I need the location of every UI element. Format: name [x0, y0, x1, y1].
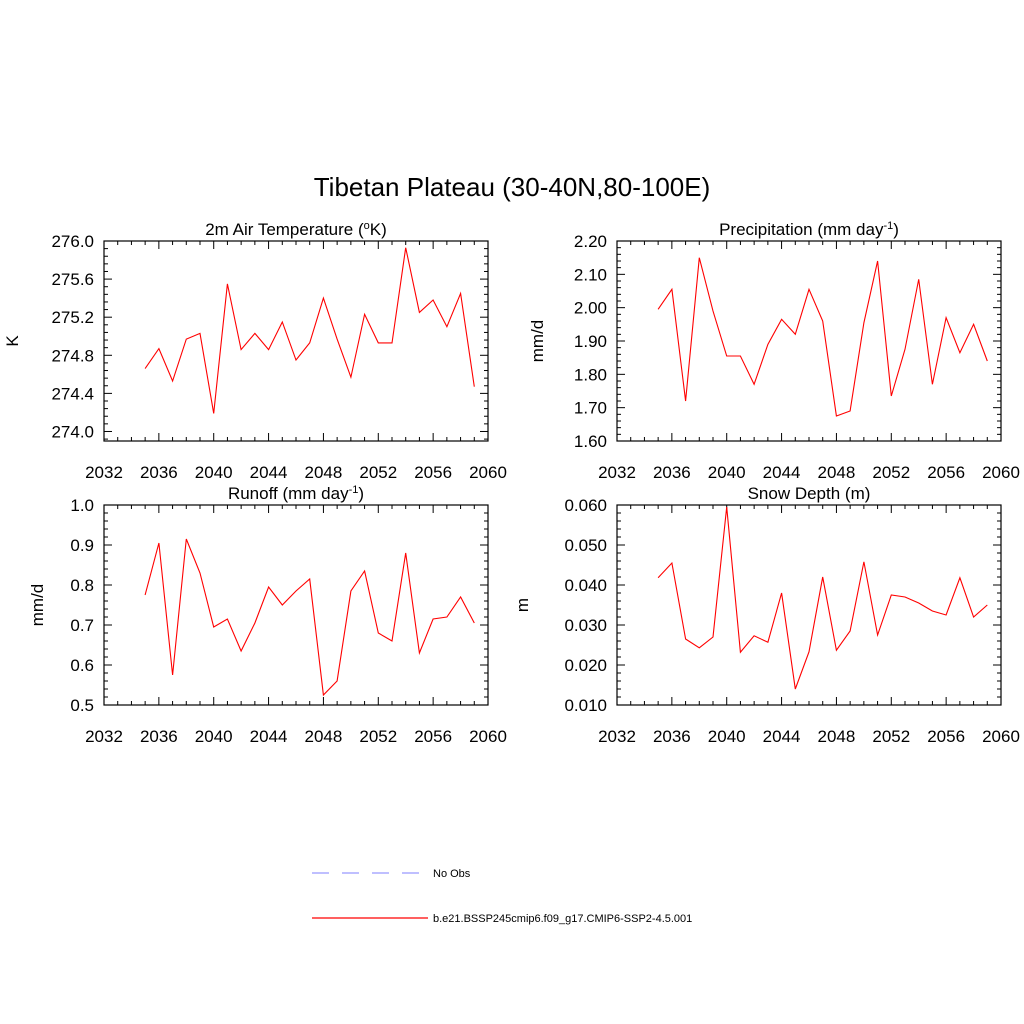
y-tick-label: 275.6: [51, 270, 94, 289]
y-tick-label: 274.0: [51, 422, 94, 441]
x-tick-label: 2060: [469, 727, 507, 746]
x-tick-label: 2056: [414, 727, 452, 746]
y-tick-label: 1.60: [574, 432, 607, 451]
series-line: [657, 257, 988, 417]
legend-label-1: No Obs: [433, 868, 471, 880]
chart-panel-4: 2032 2036 2040 2044 2048 2052 2056 2060 0.010 0.0…: [513, 484, 1020, 746]
y-tick-label: 1.70: [574, 399, 607, 418]
x-tick-label: 2048: [305, 727, 343, 746]
y-tick-label: 276.0: [51, 232, 94, 251]
y-axis-label: mm/d: [28, 584, 47, 627]
x-tick-label: 2040: [195, 727, 233, 746]
series-line: [657, 506, 988, 690]
y-tick-label: 0.5: [70, 696, 94, 715]
y-tick-label: 0.050: [564, 536, 607, 555]
y-tick-label: 0.040: [564, 576, 607, 595]
x-tick-label: 2052: [872, 463, 910, 482]
y-tick-label: 2.00: [574, 299, 607, 318]
y-tick-label: 0.8: [70, 576, 94, 595]
chart-panel-2: 2032 2036 2040 2044 2048 2052 2056 2060 1.60 1.70…: [528, 220, 1020, 482]
y-tick-label: 0.6: [70, 656, 94, 675]
tick-marks: [103, 240, 489, 441]
figure-title: Tibetan Plateau (30-40N,80-100E): [314, 172, 711, 202]
y-axis-label: m: [513, 598, 532, 612]
x-tick-label: 2044: [763, 727, 801, 746]
legend: No Obs b.e21.BSSP245cmip6.f09_g17.CMIP6-S…: [312, 868, 692, 925]
y-tick-label: 274.8: [51, 346, 94, 365]
y-tick-label: 0.010: [564, 696, 607, 715]
x-tick-label: 2044: [250, 727, 288, 746]
x-tick-label: 2044: [250, 463, 288, 482]
plot-frame: [616, 240, 1002, 442]
panel-title: Snow Depth (m): [748, 484, 871, 503]
x-tick-label: 2052: [359, 727, 397, 746]
x-tick-label: 2052: [872, 727, 910, 746]
y-tick-label: 0.020: [564, 656, 607, 675]
y-tick-label: 274.4: [51, 384, 94, 403]
x-tick-label: 2036: [653, 463, 691, 482]
y-axis-label: mm/d: [528, 320, 547, 363]
plot-frame: [103, 504, 489, 706]
panel-title: Runoff (mm day-1): [228, 484, 364, 503]
x-tick-label: 2036: [140, 727, 178, 746]
x-tick-label: 2056: [414, 463, 452, 482]
y-tick-label: 0.030: [564, 616, 607, 635]
x-tick-label: 2060: [982, 727, 1020, 746]
y-tick-label: 0.060: [564, 496, 607, 515]
x-tick-label: 2032: [85, 463, 123, 482]
chart-panel-1: 2032 2036 2040 2044 2048 2052 2056 2060 274.0 274…: [3, 220, 507, 482]
x-tick-label: 2060: [982, 463, 1020, 482]
tick-marks: [616, 240, 1002, 442]
panel-title: 2m Air Temperature (oK): [205, 220, 387, 239]
y-tick-label: 2.20: [574, 232, 607, 251]
x-tick-label: 2032: [85, 727, 123, 746]
series-line: [144, 247, 475, 414]
chart-panel-3: 2032 2036 2040 2044 2048 2052 2056 2060 0.5 0.6 0.…: [28, 484, 507, 746]
y-tick-label: 0.9: [70, 536, 94, 555]
tick-marks: [616, 504, 1002, 706]
y-tick-label: 0.7: [70, 616, 94, 635]
plot-frame: [616, 504, 1002, 706]
x-tick-label: 2048: [305, 463, 343, 482]
x-tick-label: 2036: [140, 463, 178, 482]
x-tick-label: 2052: [359, 463, 397, 482]
y-tick-label: 1.80: [574, 365, 607, 384]
x-tick-label: 2056: [927, 463, 965, 482]
legend-label-2: b.e21.BSSP245cmip6.f09_g17.CMIP6-SSP2-4.…: [433, 913, 692, 925]
x-tick-label: 2032: [598, 727, 636, 746]
x-tick-label: 2040: [195, 463, 233, 482]
series-line: [144, 538, 475, 697]
panel-title: Precipitation (mm day-1): [719, 220, 899, 239]
y-tick-label: 1.90: [574, 332, 607, 351]
y-axis-label: K: [3, 335, 22, 347]
x-tick-label: 2036: [653, 727, 691, 746]
tick-marks: [103, 504, 489, 706]
y-tick-label: 275.2: [51, 308, 94, 327]
x-tick-label: 2048: [818, 727, 856, 746]
x-tick-label: 2040: [708, 463, 746, 482]
plot-frame: [103, 240, 489, 442]
y-tick-label: 1.0: [70, 496, 94, 515]
y-tick-label: 2.10: [574, 265, 607, 284]
x-tick-label: 2056: [927, 727, 965, 746]
x-tick-label: 2060: [469, 463, 507, 482]
x-tick-label: 2032: [598, 463, 636, 482]
x-tick-label: 2040: [708, 727, 746, 746]
chart-panels: 2032 2036 2040 2044 2048 2052 2056 2060 274.0 274…: [3, 220, 1020, 746]
x-tick-label: 2048: [818, 463, 856, 482]
x-tick-label: 2044: [763, 463, 801, 482]
